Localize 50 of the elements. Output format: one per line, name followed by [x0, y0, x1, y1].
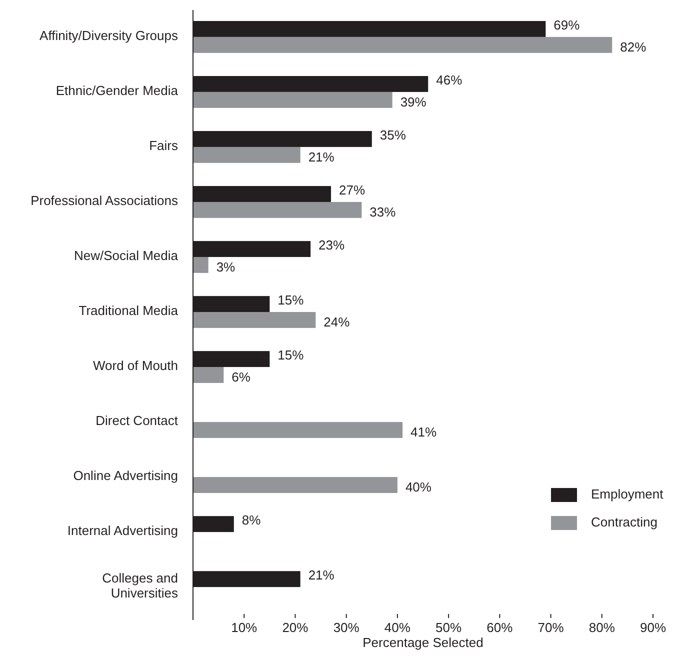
x-tick-label: 40%: [384, 620, 411, 635]
data-label: 21%: [308, 568, 335, 583]
data-label: 21%: [308, 149, 335, 164]
data-label: 46%: [436, 72, 463, 88]
bar: [193, 146, 300, 163]
y-tick-label: Colleges and Universities: [102, 570, 178, 601]
x-tick-label: 80%: [588, 620, 616, 635]
data-label: 69%: [554, 17, 580, 32]
bar: [193, 367, 224, 383]
x-tick-label: 10%: [231, 620, 258, 635]
bar: [193, 92, 392, 108]
data-label: 27%: [339, 182, 366, 198]
data-label: 23%: [318, 237, 346, 252]
x-tick-label: 90%: [640, 620, 666, 635]
data-label: 41%: [410, 424, 438, 440]
data-label: 82%: [620, 39, 647, 54]
y-tick-label: New/Social Media: [74, 248, 179, 264]
data-label: 40%: [405, 479, 432, 494]
bar: [193, 256, 208, 273]
y-tick-label: Professional Associations: [30, 193, 178, 208]
data-label: 3%: [216, 259, 236, 274]
x-tick-label: 70%: [538, 620, 564, 635]
y-tick-label: Traditional Media: [78, 303, 179, 318]
y-tick-label: Affinity/Diversity Groups: [40, 28, 178, 44]
data-label: 8%: [242, 512, 262, 528]
data-label: 24%: [324, 314, 350, 330]
y-tick-label: Fairs: [149, 138, 178, 154]
data-label: 33%: [370, 204, 396, 220]
y-tick-label: Direct Contact: [96, 413, 178, 428]
data-label: 39%: [400, 94, 427, 110]
x-tick-label: 50%: [436, 620, 462, 635]
x-axis-title: Percentage Selected: [362, 635, 484, 650]
x-tick-label: 20%: [282, 620, 309, 635]
bar: [193, 202, 362, 218]
bar: [193, 36, 612, 53]
legend-label: Employment: [591, 486, 664, 502]
data-label: 35%: [380, 127, 406, 142]
y-tick-label: Ethnic/Gender Media: [56, 83, 179, 98]
data-label: 15%: [278, 347, 304, 362]
legend-label: Contracting: [591, 514, 658, 530]
bar: [193, 477, 398, 493]
data-label: 15%: [278, 292, 304, 308]
y-tick-label: Online Advertising: [73, 468, 178, 484]
x-tick-label: 30%: [333, 620, 360, 635]
data-label: 6%: [232, 369, 251, 384]
y-tick-label: Internal Advertising: [67, 523, 178, 538]
bar: [193, 422, 403, 438]
bar: [193, 312, 316, 328]
x-tick-label: 60%: [486, 620, 514, 635]
y-tick-label: Word of Mouth: [92, 358, 178, 374]
